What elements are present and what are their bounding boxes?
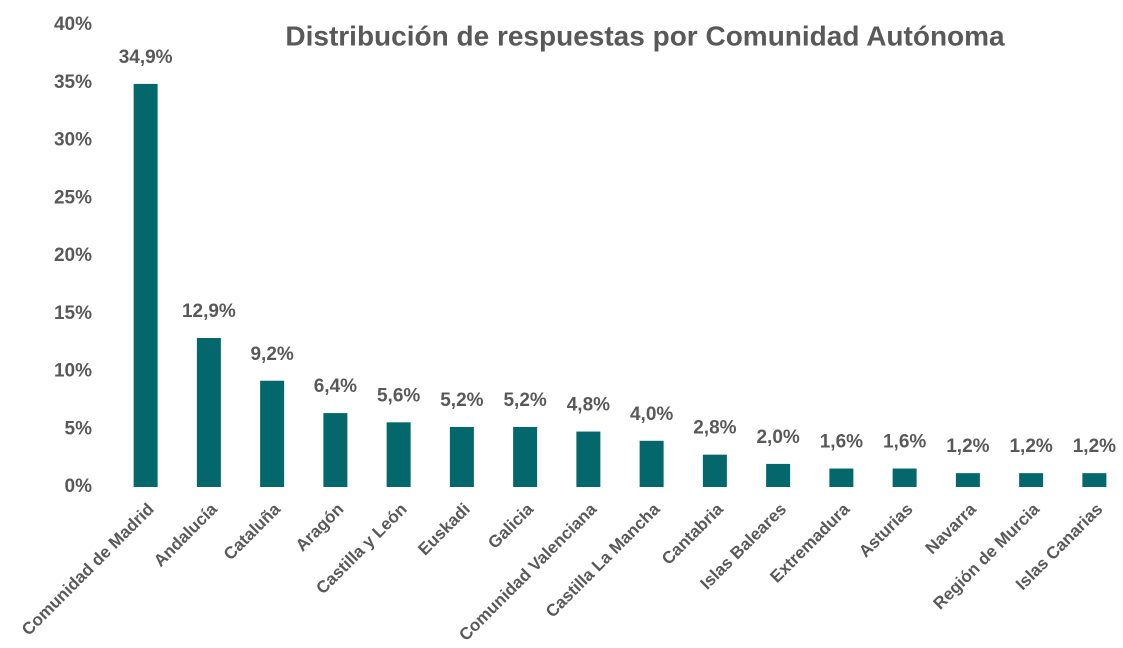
bar	[829, 468, 854, 487]
value-label: 1,6%	[820, 432, 863, 453]
bar	[386, 422, 411, 487]
x-tick-label: Euskadi	[414, 500, 474, 560]
y-tick-label: 20%	[54, 245, 92, 266]
bar	[892, 468, 917, 487]
value-label: 5,2%	[440, 390, 483, 411]
bar	[955, 473, 980, 487]
value-label: 12,9%	[182, 301, 236, 322]
value-label: 1,2%	[1009, 436, 1052, 457]
x-tick-label: Andalucía	[150, 499, 221, 570]
value-label: 1,2%	[946, 436, 989, 457]
value-label: 5,6%	[377, 385, 420, 406]
bar	[260, 380, 285, 487]
y-tick-label: 5%	[65, 418, 93, 439]
x-tick-label: Asturias	[855, 500, 917, 562]
chart-title: Distribución de respuestas por Comunidad…	[285, 20, 1005, 51]
x-tick-label: Comunidad de Madrid	[18, 500, 158, 640]
y-tick-label: 10%	[54, 361, 92, 382]
value-label: 6,4%	[314, 376, 357, 397]
bar	[449, 426, 474, 487]
x-tick-label: Región de Murcia	[930, 499, 1044, 613]
y-tick-label: 40%	[54, 14, 92, 35]
value-label: 1,6%	[883, 432, 926, 453]
x-tick-label: Cataluña	[220, 499, 285, 564]
value-label: 4,8%	[567, 395, 610, 416]
bar	[639, 440, 664, 487]
bar	[1082, 473, 1107, 487]
bar	[133, 83, 158, 487]
y-tick-label: 25%	[54, 187, 92, 208]
value-label: 2,8%	[693, 418, 736, 439]
bar	[766, 463, 791, 487]
y-tick-label: 15%	[54, 303, 92, 324]
x-tick-label: Galicia	[484, 499, 537, 552]
y-tick-label: 0%	[65, 476, 93, 497]
y-tick-label: 35%	[54, 72, 92, 93]
bar	[702, 454, 727, 487]
bar	[513, 426, 538, 487]
bar	[323, 413, 348, 487]
x-tick-label: Castilla La Mancha	[542, 499, 664, 621]
value-label: 2,0%	[756, 427, 799, 448]
value-label: 1,2%	[1073, 436, 1116, 457]
bar	[1019, 473, 1044, 487]
value-label: 5,2%	[503, 390, 546, 411]
bar	[576, 431, 601, 487]
value-label: 4,0%	[630, 404, 673, 425]
x-tick-label: Navarra	[922, 499, 981, 558]
value-label: 34,9%	[119, 47, 173, 68]
y-tick-label: 30%	[54, 130, 92, 151]
x-tick-label: Aragón	[292, 500, 348, 556]
value-label: 9,2%	[250, 344, 293, 365]
bar	[196, 338, 221, 487]
